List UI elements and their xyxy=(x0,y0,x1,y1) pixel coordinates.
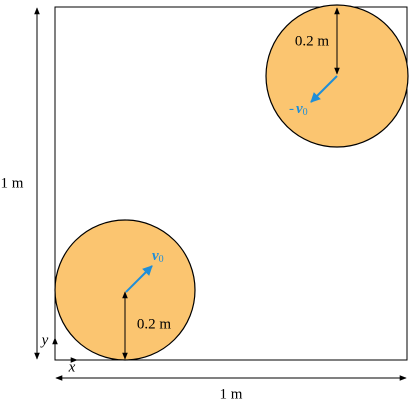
subscript: 0 xyxy=(303,107,308,118)
velocity-arrow xyxy=(125,265,153,293)
box xyxy=(54,6,408,361)
symbol: v xyxy=(152,248,159,264)
symbol: v xyxy=(296,101,303,117)
subscript: 0 xyxy=(159,254,164,265)
y-label: y xyxy=(40,332,49,348)
sign: - xyxy=(289,101,294,117)
height-label: 1 m xyxy=(1,175,24,191)
radius-label: 0.2 m xyxy=(295,33,330,49)
radius-label: 0.2 m xyxy=(137,316,172,332)
velocity-arrow xyxy=(310,75,338,103)
velocity-label: - v0 xyxy=(289,101,308,118)
x-label: x xyxy=(68,359,76,375)
velocity-label: v0 xyxy=(152,248,164,265)
ball-bottom xyxy=(54,219,196,361)
width-label: 1 m xyxy=(220,386,243,402)
